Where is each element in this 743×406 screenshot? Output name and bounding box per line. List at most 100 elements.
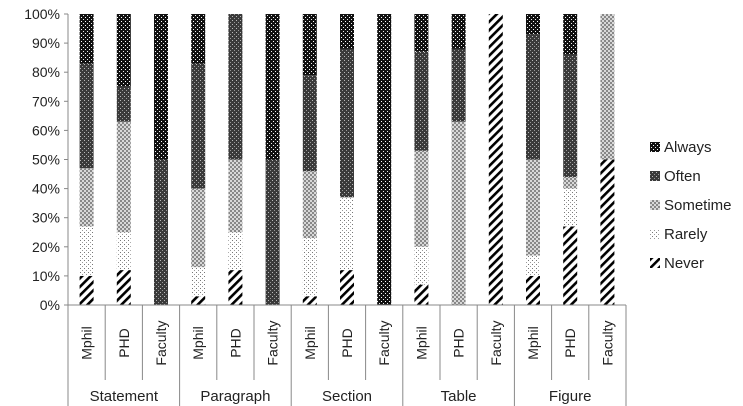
y-tick-label: 0% bbox=[40, 297, 60, 313]
x-tick-label: Faculty bbox=[376, 320, 392, 365]
bar-segment-never bbox=[488, 14, 503, 305]
bar-segment-always bbox=[563, 14, 578, 55]
bars bbox=[79, 14, 615, 305]
bar-segment-rarely bbox=[340, 197, 354, 271]
x-tick-label: PHD bbox=[562, 328, 578, 358]
bar-segment-always bbox=[79, 14, 94, 64]
x-axis: Mphil PHD Faculty Statement Mphil PHD Faculty P… bbox=[67, 304, 627, 406]
legend-label-rarely: Rarely bbox=[664, 226, 708, 243]
bar-segment-sometime bbox=[451, 121, 466, 305]
bar-segment-always bbox=[414, 14, 429, 52]
bar-segment-sometime bbox=[414, 150, 429, 247]
bar-segment-never bbox=[526, 275, 540, 305]
y-tick-label: 10% bbox=[32, 268, 60, 284]
y-tick-label: 90% bbox=[32, 35, 60, 51]
y-tick-label: 20% bbox=[32, 239, 60, 255]
bar-segment-sometime bbox=[302, 171, 317, 239]
x-tick-label: Faculty bbox=[265, 320, 281, 365]
bar-segment-rarely bbox=[414, 246, 429, 285]
bar-segment-always bbox=[116, 14, 131, 87]
bar-segment-sometime bbox=[526, 159, 540, 256]
legend-label-often: Often bbox=[664, 168, 701, 185]
bar-segment-never bbox=[414, 284, 429, 305]
y-tick-label: 60% bbox=[32, 122, 60, 138]
bar-segment-often bbox=[451, 48, 466, 122]
y-tick-label: 50% bbox=[32, 152, 60, 168]
x-tick-label: Mphil bbox=[413, 326, 429, 359]
bar-segment-often bbox=[340, 48, 354, 198]
bar-segment-rarely bbox=[526, 255, 540, 276]
bar-segment-always bbox=[451, 14, 466, 49]
bar-segment-often bbox=[154, 159, 168, 305]
bar-segment-never bbox=[191, 296, 206, 305]
bar-segment-often bbox=[265, 159, 280, 305]
bar-segment-sometime bbox=[79, 168, 94, 227]
x-tick-label: Mphil bbox=[302, 326, 318, 359]
y-axis: 0% 10% 20% 30% 40% 50% 60% 70% 80% 90% 100% bbox=[24, 6, 69, 313]
bar-segment-rarely bbox=[563, 188, 578, 227]
bar-segment-often bbox=[302, 75, 317, 172]
legend-swatch-never bbox=[650, 258, 660, 268]
x-tick-label: Faculty bbox=[153, 320, 169, 365]
legend-label-always: Always bbox=[664, 139, 712, 156]
bar-segment-always bbox=[302, 14, 317, 76]
bar-segment-rarely bbox=[79, 226, 94, 276]
y-tick-label: 70% bbox=[32, 93, 60, 109]
bar-segment-sometime bbox=[116, 121, 131, 233]
bar-segment-rarely bbox=[302, 238, 317, 297]
bar-segment-never bbox=[563, 226, 578, 305]
bar-segment-often bbox=[116, 86, 131, 122]
x-tick-label: PHD bbox=[339, 328, 355, 358]
legend-swatch-often bbox=[650, 171, 660, 181]
group-label: Statement bbox=[90, 388, 159, 405]
x-tick-label: Faculty bbox=[599, 320, 615, 365]
group-label: Figure bbox=[549, 388, 592, 405]
group-label: Section bbox=[322, 388, 372, 405]
x-tick-label: Faculty bbox=[488, 320, 504, 365]
bar-segment-rarely bbox=[191, 267, 206, 297]
bar-segment-never bbox=[340, 270, 354, 305]
bar-segment-sometime bbox=[600, 14, 615, 160]
bar-segment-always bbox=[526, 14, 540, 35]
bar-segment-often bbox=[526, 34, 540, 160]
bar-segment-often bbox=[191, 63, 206, 189]
x-tick-label: Mphil bbox=[79, 326, 95, 359]
y-tick-label: 30% bbox=[32, 210, 60, 226]
bar-segment-often bbox=[79, 63, 94, 169]
bar-segment-sometime bbox=[563, 176, 578, 189]
y-tick-label: 40% bbox=[32, 181, 60, 197]
x-tick-label: PHD bbox=[227, 328, 243, 358]
x-tick-label: Mphil bbox=[190, 326, 206, 359]
bar-segment-always bbox=[191, 14, 206, 64]
bar-segment-rarely bbox=[116, 232, 131, 271]
bar-segment-often bbox=[414, 51, 429, 151]
group-label: Table bbox=[441, 388, 477, 405]
legend-swatch-rarely bbox=[650, 229, 660, 239]
bar-segment-never bbox=[79, 275, 94, 305]
legend: Always Often Sometime Rarely Never bbox=[650, 139, 732, 272]
bar-segment-never bbox=[228, 270, 243, 305]
x-tick-label: PHD bbox=[116, 328, 132, 358]
x-tick-label: PHD bbox=[451, 328, 467, 358]
group-label: Paragraph bbox=[200, 388, 270, 405]
bar-segment-never bbox=[600, 159, 615, 305]
bar-segment-sometime bbox=[191, 188, 206, 268]
legend-label-sometime: Sometime bbox=[664, 197, 732, 214]
bar-segment-rarely bbox=[228, 232, 243, 271]
legend-swatch-sometime bbox=[650, 200, 660, 210]
y-tick-label: 100% bbox=[24, 6, 60, 22]
bar-segment-never bbox=[116, 270, 131, 305]
bar-segment-always bbox=[377, 14, 392, 305]
legend-swatch-always bbox=[650, 142, 660, 152]
legend-label-never: Never bbox=[664, 255, 704, 272]
bar-segment-always bbox=[265, 14, 280, 160]
bar-segment-never bbox=[302, 296, 317, 305]
x-tick-label: Mphil bbox=[525, 326, 541, 359]
bar-segment-always bbox=[154, 14, 168, 160]
bar-segment-sometime bbox=[228, 159, 243, 233]
y-tick-label: 80% bbox=[32, 64, 60, 80]
bar-segment-always bbox=[340, 14, 354, 49]
bar-segment-often bbox=[563, 54, 578, 177]
bar-segment-often bbox=[228, 14, 243, 160]
